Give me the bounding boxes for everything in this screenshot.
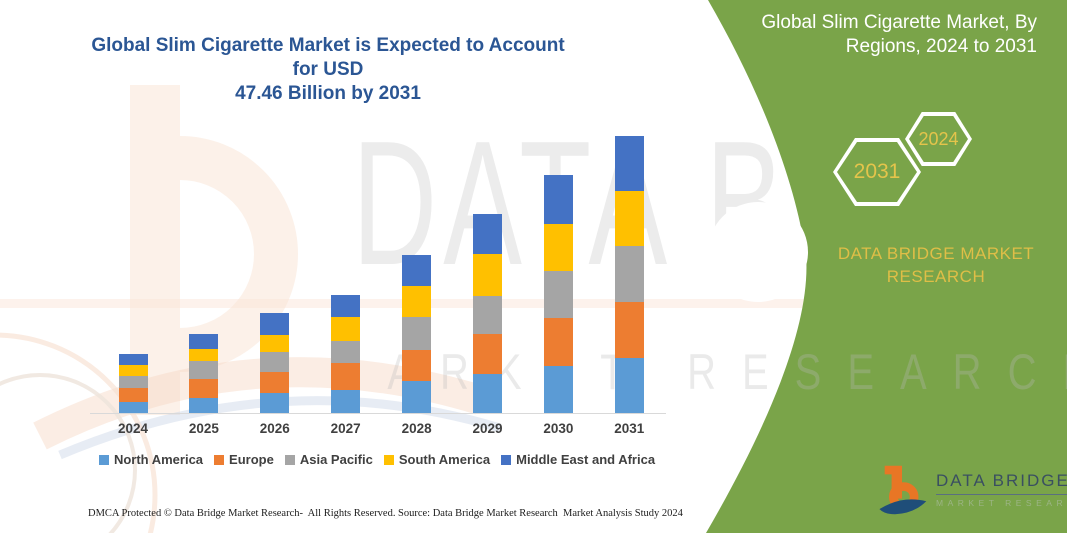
bar-column-2026 [260,313,290,413]
bar-column-2025 [189,334,219,413]
side-panel-title-line2: Regions, 2024 to 2031 [845,36,1037,57]
bar-segment [614,245,644,303]
bar-segment [402,285,432,318]
bar-column-2030 [543,174,573,413]
bar-segment [331,295,361,317]
bar-segment [331,363,361,391]
x-tick-label: 2025 [188,421,219,436]
legend-swatch-icon [501,454,512,465]
x-tick-label: 2026 [259,421,290,436]
legend-label: Middle East and Africa [516,452,656,467]
bar-segment [118,365,148,377]
legend-label: North America [113,452,204,467]
bar-segment [118,354,148,366]
hex-badge-2031: 2031 [833,138,921,206]
legend-item: South America [383,452,491,467]
bar-segment [189,361,219,379]
x-tick-label: 2028 [401,421,432,436]
legend-swatch-icon [383,454,394,465]
legend-item: Middle East and Africa [501,452,655,467]
side-panel-brand-text: DATA BRIDGE MARKET RESEARCH [808,242,1064,288]
legend-label: Europe [229,452,274,467]
footer-dmca-text: DMCA Protected © Data Bridge Market Rese… [88,508,396,519]
chart-legend: North America Europe Asia Pacific South Ame… [88,452,666,467]
bar-segment [331,341,361,364]
bar-segment [543,223,573,272]
bar-segment [543,318,573,367]
chart-title-line1: Global Slim Cigarette Market is Expected… [91,35,565,80]
bar-segment [473,296,502,335]
bar-segment [118,401,148,413]
bar-segment [473,254,502,297]
bar-segment [473,334,502,374]
side-panel-brand-line2: RESEARCH [886,267,986,286]
plot-area: 2024 2025 2026 2027 2028 2029 2030 2031 [90,126,668,436]
bar-segment [189,348,219,362]
hex-badge-2024: 2024 [905,112,972,166]
side-panel-brand-line1: DATA BRIDGE MARKET [837,244,1035,263]
bar-segment [189,397,219,413]
bar-column-2027 [331,295,361,413]
bar-column-2028 [402,254,432,413]
x-axis-line [90,413,666,414]
legend-label: Asia Pacific [299,452,373,467]
bar-segment [331,316,361,342]
bar-segment [543,174,573,224]
bar-segment [402,254,432,286]
legend-swatch-icon [98,454,109,465]
bar-column-2031 [614,136,644,413]
bar-segment [402,381,432,413]
side-panel-title: Global Slim Cigarette Market, By Regions… [737,11,1037,59]
legend-swatch-icon [284,454,295,465]
bar-column-2029 [473,214,502,413]
footer-source-text: Source: Data Bridge Market Research Mark… [398,508,683,519]
legend-label: South America [398,452,491,467]
bar-segment [473,373,502,413]
bar-segment [189,334,219,349]
logo-b-icon [879,465,927,515]
x-tick-label: 2031 [614,421,645,436]
legend-item: North America [98,452,204,467]
bar-segment [402,349,432,382]
legend-swatch-icon [214,454,225,465]
bar-segment [260,351,290,372]
bar-segment [614,302,644,359]
bar-segment [118,387,148,402]
x-tick-label: 2030 [543,421,574,436]
bar-segment [543,271,573,319]
bar-segment [331,390,361,413]
legend-item: Asia Pacific [284,452,373,467]
legend-item: Europe [214,452,274,467]
bar-segment [614,191,644,246]
logo-sub-text: MARKET RESEARCH [936,498,1067,508]
watermark-text-row2: MARKET RESEARCH [328,345,1067,400]
side-panel-title-line1: Global Slim Cigarette Market, By [761,12,1037,33]
bar-segment [402,317,432,350]
x-tick-label: 2027 [330,421,361,436]
bar-segment [189,378,219,398]
chart-title: Global Slim Cigarette Market is Expected… [88,34,568,106]
bar-segment [260,313,290,335]
bar-segment [260,393,290,413]
bar-segment [260,334,290,352]
bar-segment [260,371,290,394]
hex-badge-2024-label: 2024 [909,116,968,162]
bar-segment [118,376,148,388]
bar-segment [614,358,644,413]
hex-badge-2031-label: 2031 [837,142,917,202]
x-tick-label: 2024 [117,421,149,436]
logo-text: DATA BRIDGE MARKET RESEARCH [936,462,1067,508]
chart-title-line2: 47.46 Billion by 2031 [235,83,421,104]
bar-segment [473,214,502,255]
bar-column-2024 [118,354,148,413]
databridge-logo: DATA BRIDGE MARKET RESEARCH [876,462,1067,518]
bar-segment [543,366,573,413]
x-tick-label: 2029 [472,421,503,436]
logo-brand-text: DATA BRIDGE [936,471,1067,495]
bar-segment [614,136,644,192]
